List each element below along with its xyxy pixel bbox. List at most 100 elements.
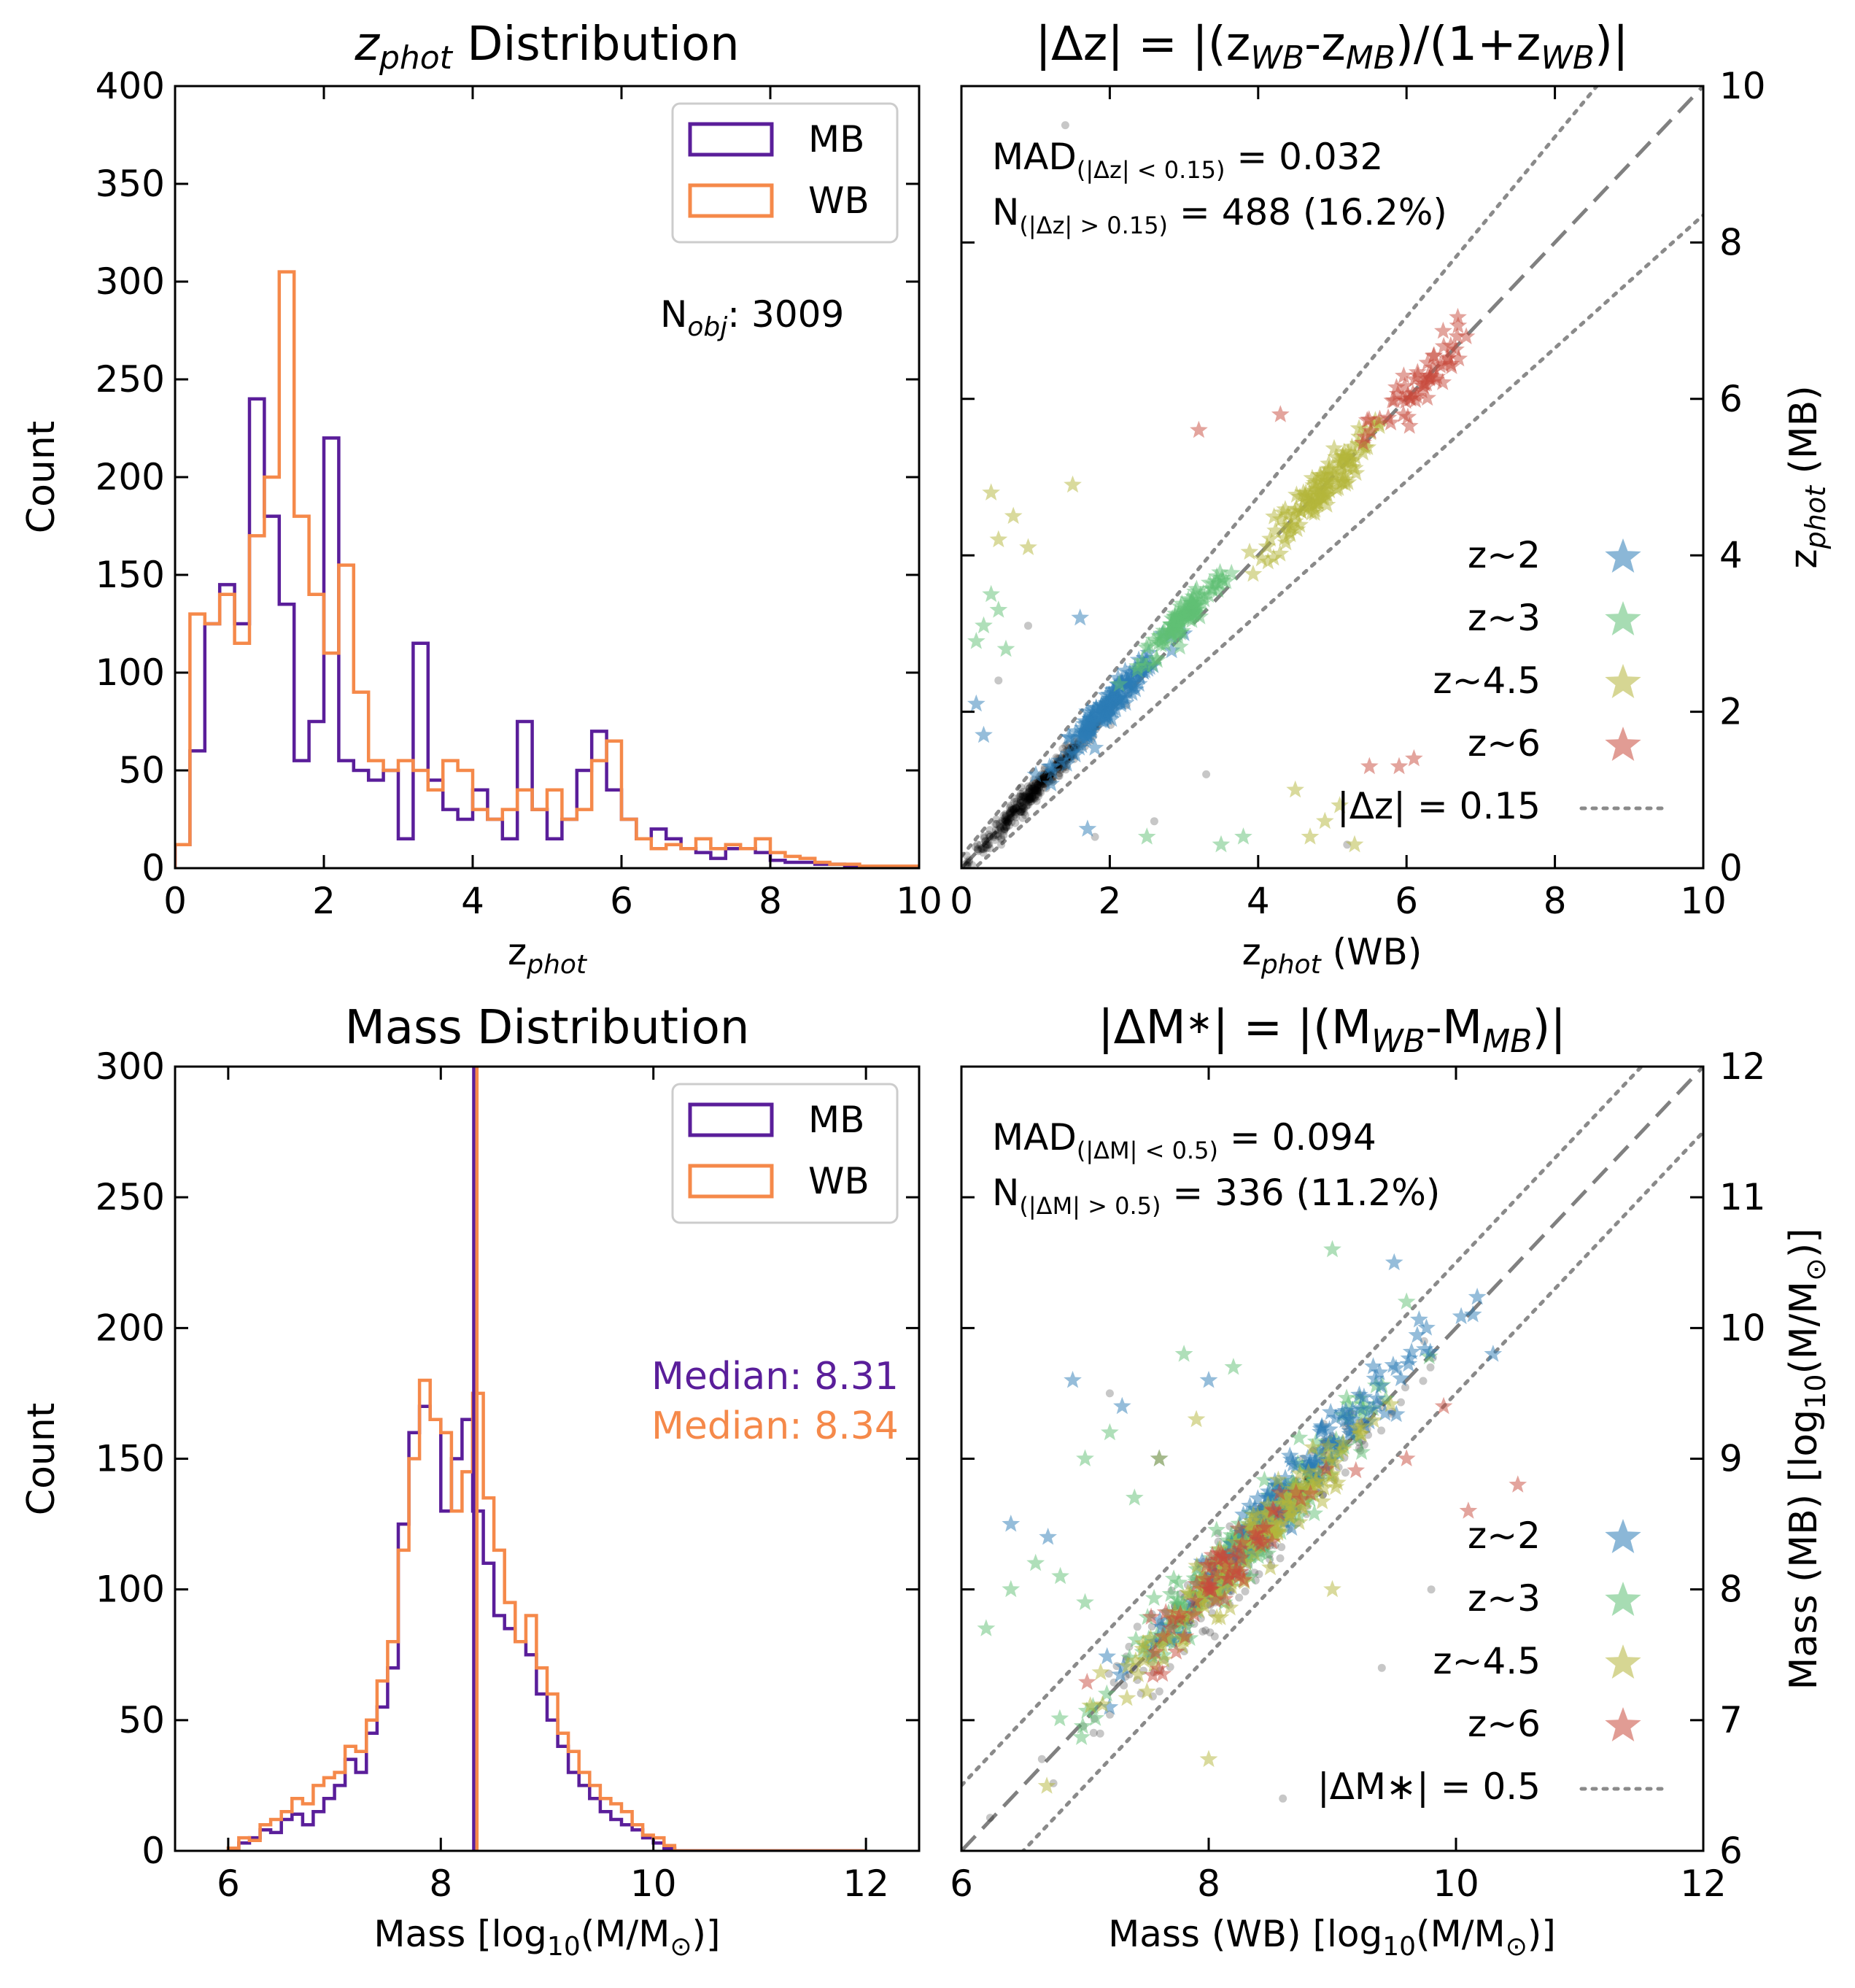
scatter-point-unbinned (1018, 807, 1027, 816)
scatter-point-z45 (1266, 1515, 1285, 1533)
legend-marker-z2 (1605, 538, 1641, 573)
scatter-point-z3 (1026, 1553, 1045, 1571)
scatter-point-z45 (1277, 1488, 1296, 1507)
scatter-point-z6 (1459, 1501, 1478, 1519)
scatter-point-z45 (1294, 1499, 1312, 1517)
scatter-point-unbinned (1105, 1389, 1114, 1398)
scatter-point-z6 (1149, 1659, 1168, 1677)
scatter-point-z45 (1126, 1651, 1145, 1668)
scatter-point-z3 (1051, 1566, 1069, 1585)
scatter-point-unbinned (1036, 778, 1045, 787)
scatter-point-unbinned (1026, 786, 1034, 795)
scatter-point-z3 (1137, 827, 1156, 845)
scatter-point-unbinned (1034, 789, 1042, 797)
scatter-point-z6 (1394, 389, 1412, 407)
y-tick-label: 50 (118, 1699, 165, 1741)
scatter-point-z3 (1222, 563, 1241, 581)
legend-label-z6: z~6 (1468, 722, 1541, 765)
upper-bound-line (961, 86, 1600, 859)
scatter-point-z45 (1330, 457, 1349, 475)
scatter-point-unbinned (1021, 793, 1029, 802)
scatter-point-unbinned (964, 858, 973, 867)
scatter-point-unbinned (1028, 784, 1037, 793)
scatter-point-z3 (975, 616, 993, 634)
scatter-point-unbinned (974, 847, 983, 856)
scatter-point-z45 (1293, 1476, 1312, 1494)
scatter-point-z45 (1320, 1447, 1338, 1464)
scatter-point-unbinned (983, 841, 992, 849)
scatter-point-unbinned (985, 830, 994, 839)
scatter-point-z6 (1156, 1603, 1175, 1620)
scatter-point-z3 (1352, 1442, 1371, 1461)
scatter-point-unbinned (1009, 805, 1018, 814)
scatter-point-z6 (1390, 757, 1409, 775)
zphot-scatter-title: |Δz| = |(zWB-zMB)/(1+zWB)| (1035, 18, 1628, 77)
scatter-point-unbinned (1426, 1363, 1435, 1372)
scatter-point-unbinned (992, 820, 1001, 828)
scatter-point-unbinned (1006, 807, 1015, 816)
scatter-point-unbinned (978, 845, 987, 854)
scatter-point-unbinned (1002, 811, 1010, 820)
scatter-point-z6 (1449, 349, 1468, 367)
scatter-point-z2 (1072, 735, 1091, 754)
scatter-point-z6 (1185, 1604, 1204, 1622)
scatter-point-unbinned (1235, 1593, 1244, 1602)
scatter-point-z2 (1242, 1540, 1260, 1558)
scatter-point-unbinned (986, 832, 994, 840)
scatter-point-z2 (1241, 1496, 1259, 1514)
scatter-point-unbinned (1024, 800, 1033, 809)
scatter-point-unbinned (1037, 781, 1045, 789)
scatter-point-z45 (1261, 1558, 1279, 1576)
scatter-point-z2 (1468, 1288, 1487, 1305)
scatter-point-unbinned (1018, 805, 1026, 813)
scatter-point-unbinned (1034, 781, 1042, 789)
legend-label-mb: MB (808, 118, 864, 160)
nobj-annotation: Nobj: 3009 (660, 293, 844, 342)
scatter-point-unbinned (1007, 818, 1016, 827)
mass-histogram-series (226, 1067, 867, 1851)
scatter-point-z6 (1225, 1542, 1244, 1560)
scatter-point-unbinned (973, 840, 982, 849)
scatter-point-unbinned (1034, 792, 1042, 800)
scatter-point-z3 (1145, 630, 1163, 648)
scatter-point-unbinned (1004, 817, 1012, 825)
scatter-point-z2 (1076, 728, 1095, 746)
scatter-point-unbinned (973, 846, 982, 854)
scatter-point-z3 (1148, 651, 1166, 668)
scatter-point-z2 (1400, 1349, 1419, 1366)
scatter-point-unbinned (1006, 813, 1015, 822)
scatter-point-z3 (1133, 651, 1151, 669)
scatter-point-unbinned (1005, 808, 1014, 817)
scatter-point-z6 (1198, 1576, 1217, 1593)
y-tick-label: 150 (96, 554, 165, 596)
scatter-point-unbinned (1015, 802, 1023, 811)
scatter-point-z6 (1387, 378, 1406, 395)
scatter-point-z45 (1325, 438, 1344, 457)
scatter-point-z45 (1258, 537, 1277, 554)
scatter-point-z3 (1212, 568, 1231, 586)
scatter-point-unbinned (977, 845, 985, 854)
scatter-point-unbinned (985, 1814, 994, 1822)
scatter-point-unbinned (1206, 1628, 1215, 1637)
scatter-point-z45 (1325, 465, 1344, 484)
scatter-point-unbinned (1004, 818, 1012, 827)
scatter-point-z6 (1397, 1449, 1416, 1466)
scatter-point-z45 (1327, 447, 1345, 465)
scatter-point-z2 (1370, 1363, 1389, 1380)
scatter-point-unbinned (1002, 817, 1010, 826)
scatter-point-unbinned (1031, 792, 1039, 801)
scatter-point-unbinned (1018, 802, 1027, 811)
scatter-point-unbinned (1023, 792, 1031, 801)
scatter-point-z2 (1341, 1421, 1360, 1439)
scatter-point-z45 (1320, 459, 1339, 477)
scatter-point-z45 (1150, 1449, 1169, 1466)
legend-marker-z45 (1605, 664, 1641, 698)
y-tick-label: 9 (1719, 1438, 1743, 1480)
scatter-point-z2 (1146, 1632, 1164, 1650)
scatter-point-z45 (1145, 1655, 1163, 1673)
scatter-point-z6 (1209, 1550, 1228, 1568)
scatter-point-unbinned (1155, 1687, 1163, 1695)
legend-label-wb: WB (808, 179, 870, 222)
scatter-point-z6 (1405, 749, 1423, 767)
